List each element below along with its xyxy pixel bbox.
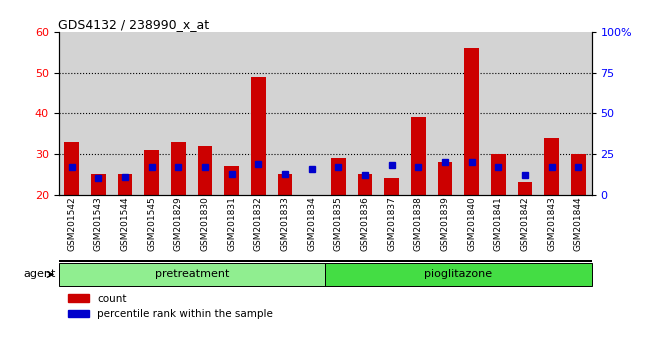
Bar (198, 146, 213, 195)
Bar (437, 162, 452, 195)
Bar (278, 175, 292, 195)
Bar (358, 175, 372, 195)
Bar (251, 76, 266, 195)
Legend: count, percentile rank within the sample: count, percentile rank within the sample (64, 290, 277, 323)
Bar (411, 118, 426, 195)
Text: agent: agent (24, 269, 57, 280)
Bar (491, 154, 506, 195)
Bar (224, 166, 239, 195)
Bar (464, 48, 479, 195)
Bar (571, 154, 586, 195)
Bar (331, 158, 346, 195)
Bar (171, 142, 186, 195)
Bar (544, 138, 559, 195)
Bar (64, 142, 79, 195)
Bar (91, 175, 106, 195)
Bar (325, 263, 592, 286)
Text: pretreatment: pretreatment (155, 269, 229, 280)
Bar (517, 183, 532, 195)
Bar (384, 178, 399, 195)
Text: pioglitazone: pioglitazone (424, 269, 492, 280)
Bar (118, 175, 133, 195)
Text: GDS4132 / 238990_x_at: GDS4132 / 238990_x_at (58, 18, 209, 31)
Bar (144, 150, 159, 195)
Bar (58, 263, 325, 286)
Bar (58, 260, 592, 262)
